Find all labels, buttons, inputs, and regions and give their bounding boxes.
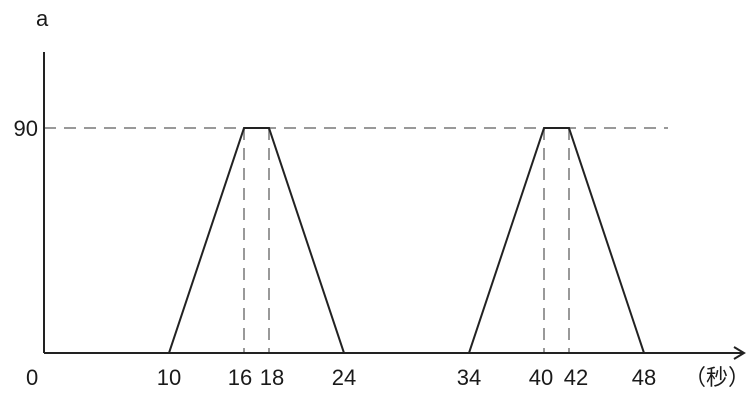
series-line-0 [44,127,645,354]
reference-lines [44,127,668,353]
x-unit-label: （秒） [684,365,750,390]
x-tick-label-40: 40 [529,365,553,390]
series-layer [44,127,645,354]
x-tick-label-34: 34 [457,365,481,390]
labels-layer: a 0 （秒） 10 16 18 24 34 40 42 48 90 [14,6,751,390]
x-tick-label-48: 48 [632,365,656,390]
axes [43,52,746,360]
x-axis-arrow [733,346,746,360]
x-tick-label-18: 18 [260,365,284,390]
x-tick-label-16: 16 [228,365,252,390]
x-tick-label-10: 10 [157,365,181,390]
y-tick-label-90: 90 [14,116,38,141]
x-tick-label-42: 42 [564,365,588,390]
y-axis-label: a [36,6,49,31]
origin-label: 0 [26,365,38,390]
x-tick-label-24: 24 [332,365,356,390]
